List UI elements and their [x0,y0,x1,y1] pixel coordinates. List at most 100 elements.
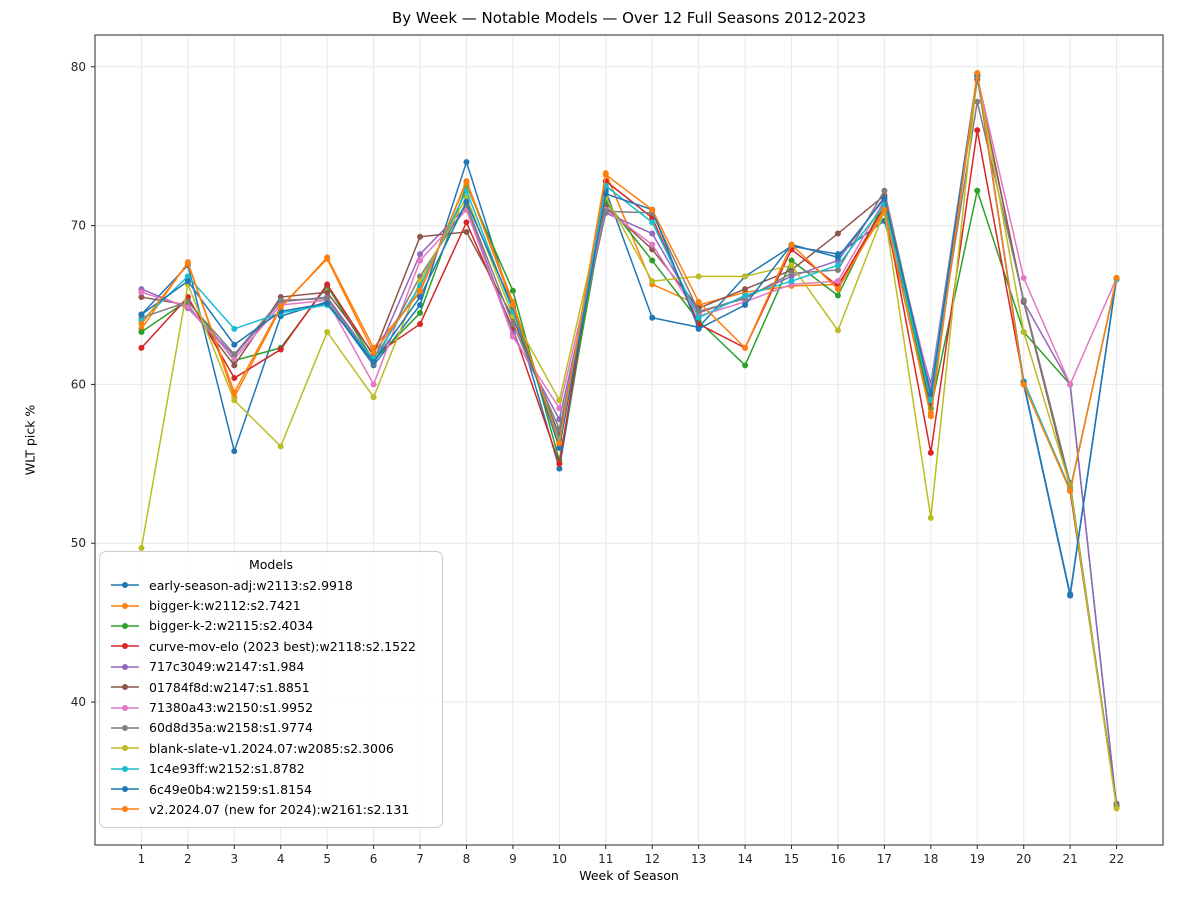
series-marker [324,329,331,335]
series-marker [277,303,284,310]
legend-swatch [111,582,139,589]
series-marker [417,321,424,328]
series-marker [927,449,934,456]
legend-item: 01784f8d:w2147:s1.8851 [110,677,432,697]
legend-swatch [111,704,139,711]
series-marker [695,273,702,280]
legend-swatch [111,622,139,629]
series-marker [974,127,981,134]
series-marker [417,302,424,308]
series-marker [370,394,377,401]
x-tick-label: 20 [1016,852,1031,866]
series-marker [649,241,656,248]
x-tick-label: 7 [416,852,424,866]
series-line [140,73,1118,810]
legend-label: early-season-adj:w2113:s2.9918 [149,577,353,593]
series-marker [974,98,981,105]
x-tick-label: 21 [1062,852,1077,866]
series-marker [184,278,191,285]
series-marker [742,344,749,351]
legend-label: v2.2024.07 (new for 2024):w2161:s2.131 [149,801,410,817]
series-marker [556,465,563,472]
series-line [140,73,1118,597]
series-marker [184,298,191,305]
series-marker [463,187,470,194]
legend-item: 6c49e0b4:w2159:s1.8154 [110,779,432,799]
legend-label: bigger-k-2:w2115:s2.4034 [149,618,314,634]
series-marker [138,344,145,351]
series-marker [231,397,238,404]
series-marker [834,278,841,285]
series-marker [974,70,981,77]
legend-label: blank-slate-v1.2024.07:w2085:s2.3006 [149,740,394,756]
legend: Models early-season-adj:w2113:s2.9918 big… [99,551,443,828]
x-tick-label: 9 [509,852,517,866]
series-marker [324,281,331,288]
legend-swatch [111,643,139,650]
series-marker [927,413,934,420]
chart-title: By Week — Notable Models — Over 12 Full … [391,9,867,27]
series-marker [417,251,424,258]
legend-swatch [111,684,139,691]
series-marker [184,260,191,267]
legend-label: 01784f8d:w2147:s1.8851 [149,679,310,695]
series-marker [417,294,424,301]
legend-item: bigger-k-2:w2115:s2.4034 [110,616,432,636]
series-marker [324,300,331,307]
legend-label: 717c3049:w2147:s1.984 [149,659,305,675]
series-marker [417,257,424,264]
series-marker [695,308,702,315]
x-tick-label: 12 [645,852,660,866]
series-marker [138,321,145,328]
series-marker [138,311,145,318]
series-line [140,72,1118,492]
series-marker [788,241,795,248]
x-tick-label: 19 [970,852,985,866]
series-marker [834,327,841,334]
legend-item: 60d8d35a:w2158:s1.9774 [110,718,432,738]
legend-title: Models [248,557,294,572]
series-marker [231,375,238,382]
series-marker [417,309,424,316]
series-marker [463,179,470,186]
series-marker [324,295,331,302]
series-marker [695,325,702,332]
series-marker [1020,275,1027,281]
series-marker [649,257,656,264]
series-marker [1067,591,1074,598]
series-marker [370,359,377,366]
y-tick-label: 60 [71,377,86,391]
series-marker [417,233,424,240]
legend-item: 1c4e93ff:w2152:s1.8782 [110,759,432,779]
series-marker [834,230,841,237]
series-marker [138,289,145,296]
series-marker [324,289,331,296]
x-tick-label: 17 [877,852,892,866]
legend-swatch [111,724,139,731]
series-marker [834,292,841,299]
legend-label: bigger-k:w2112:s2.7421 [149,598,301,614]
y-tick-label: 40 [71,695,86,709]
series-line [140,73,1118,595]
legend-label: 6c49e0b4:w2159:s1.8154 [149,781,312,797]
series-marker [509,287,516,294]
series-marker [231,448,238,455]
series-marker [695,314,702,321]
series-marker [1113,275,1120,281]
series-marker [742,362,749,369]
series-marker [463,159,470,166]
legend-items: early-season-adj:w2113:s2.9918 bigger-k:w… [110,575,432,820]
legend-item: v2.2024.07 (new for 2024):w2161:s2.131 [110,799,432,819]
series-marker [556,397,563,404]
series-marker [788,262,795,269]
x-tick-label: 15 [784,852,799,866]
legend-item: early-season-adj:w2113:s2.9918 [110,575,432,595]
series-marker [602,171,609,178]
series-marker [324,255,331,262]
series-marker [974,187,981,194]
series-marker [184,303,191,310]
series-marker [834,254,841,261]
series-marker [1020,329,1027,335]
series-marker [231,356,238,362]
